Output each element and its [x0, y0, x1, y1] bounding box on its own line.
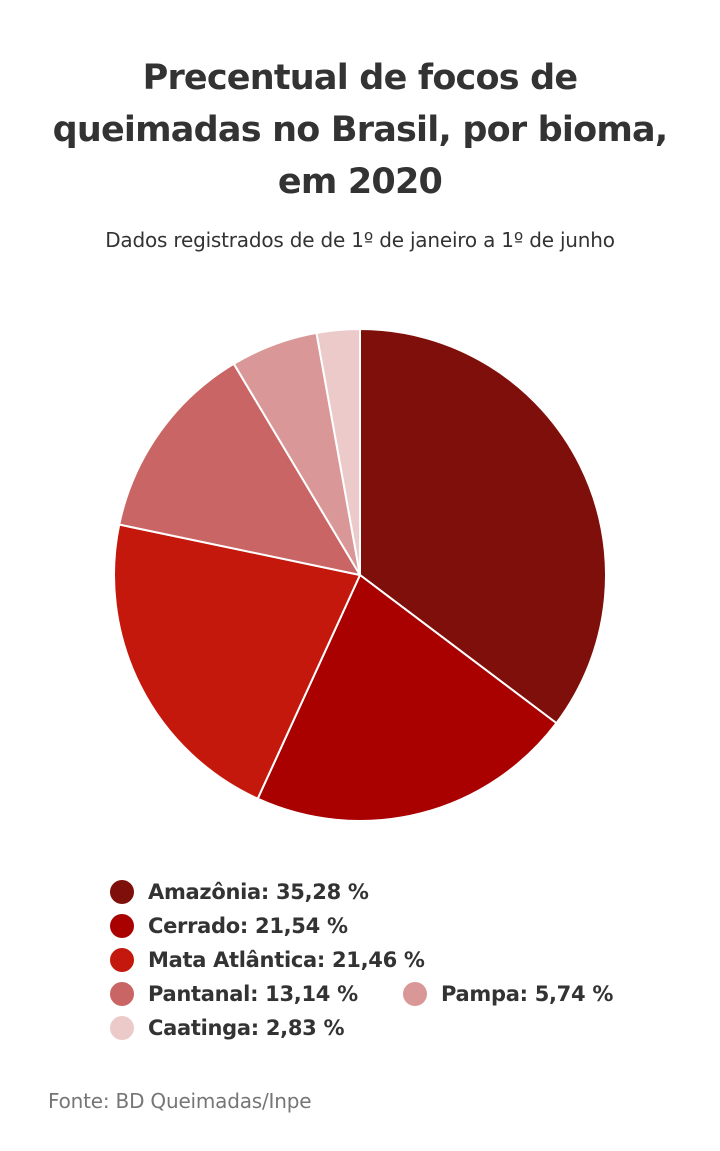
- pie-slice-pantanal[interactable]: [118, 362, 361, 576]
- chart-title-line: em 2020: [277, 162, 443, 202]
- legend-label: Caatinga: 2,83 %: [148, 1016, 345, 1040]
- source-note: Fonte: BD Queimadas/Inpe: [48, 1089, 312, 1113]
- chart-subtitle: Dados registrados de de 1º de janeiro a …: [105, 228, 615, 252]
- legend-marker: [110, 1016, 134, 1040]
- pie-slice-amazonia[interactable]: [359, 328, 607, 725]
- chart-title-line: queimadas no Brasil, por bioma,: [52, 110, 669, 150]
- legend-item-mata-atlantica[interactable]: Mata Atlântica: 21,46 %: [110, 945, 425, 975]
- legend-item-cerrado[interactable]: Cerrado: 21,54 %: [110, 911, 348, 941]
- legend-label: Pantanal: 13,14 %: [148, 982, 358, 1006]
- chart-title-line: Precentual de focos de: [142, 58, 579, 98]
- legend-item-pantanal[interactable]: Pantanal: 13,14 %: [110, 979, 358, 1009]
- legend-marker: [110, 982, 134, 1006]
- legend-marker: [110, 914, 134, 938]
- legend-marker: [403, 982, 427, 1006]
- legend-label: Amazônia: 35,28 %: [148, 880, 369, 904]
- legend-label: Cerrado: 21,54 %: [148, 914, 348, 938]
- legend-label: Pampa: 5,74 %: [441, 982, 614, 1006]
- legend-marker: [110, 880, 134, 904]
- legend-item-pampa[interactable]: Pampa: 5,74 %: [403, 979, 613, 1009]
- pie-slices: [112, 328, 607, 822]
- pie-slice-mata-atlantica[interactable]: [112, 523, 361, 800]
- chart-title: Precentual de focos de queimadas no Bras…: [40, 52, 680, 208]
- legend-label: Mata Atlântica: 21,46 %: [148, 948, 425, 972]
- pie-slice-caatinga[interactable]: [315, 328, 361, 576]
- legend-item-caatinga[interactable]: Caatinga: 2,83 %: [110, 1013, 345, 1043]
- legend-item-amazonia[interactable]: Amazônia: 35,28 %: [110, 877, 369, 907]
- legend-marker: [110, 948, 134, 972]
